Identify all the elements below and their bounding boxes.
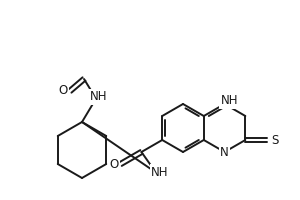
Text: NH: NH: [90, 90, 108, 104]
Text: N: N: [220, 146, 229, 160]
Text: NH: NH: [151, 166, 169, 179]
Text: O: O: [109, 158, 118, 170]
Text: NH: NH: [221, 95, 238, 108]
Text: S: S: [272, 134, 279, 146]
Text: O: O: [58, 84, 68, 98]
